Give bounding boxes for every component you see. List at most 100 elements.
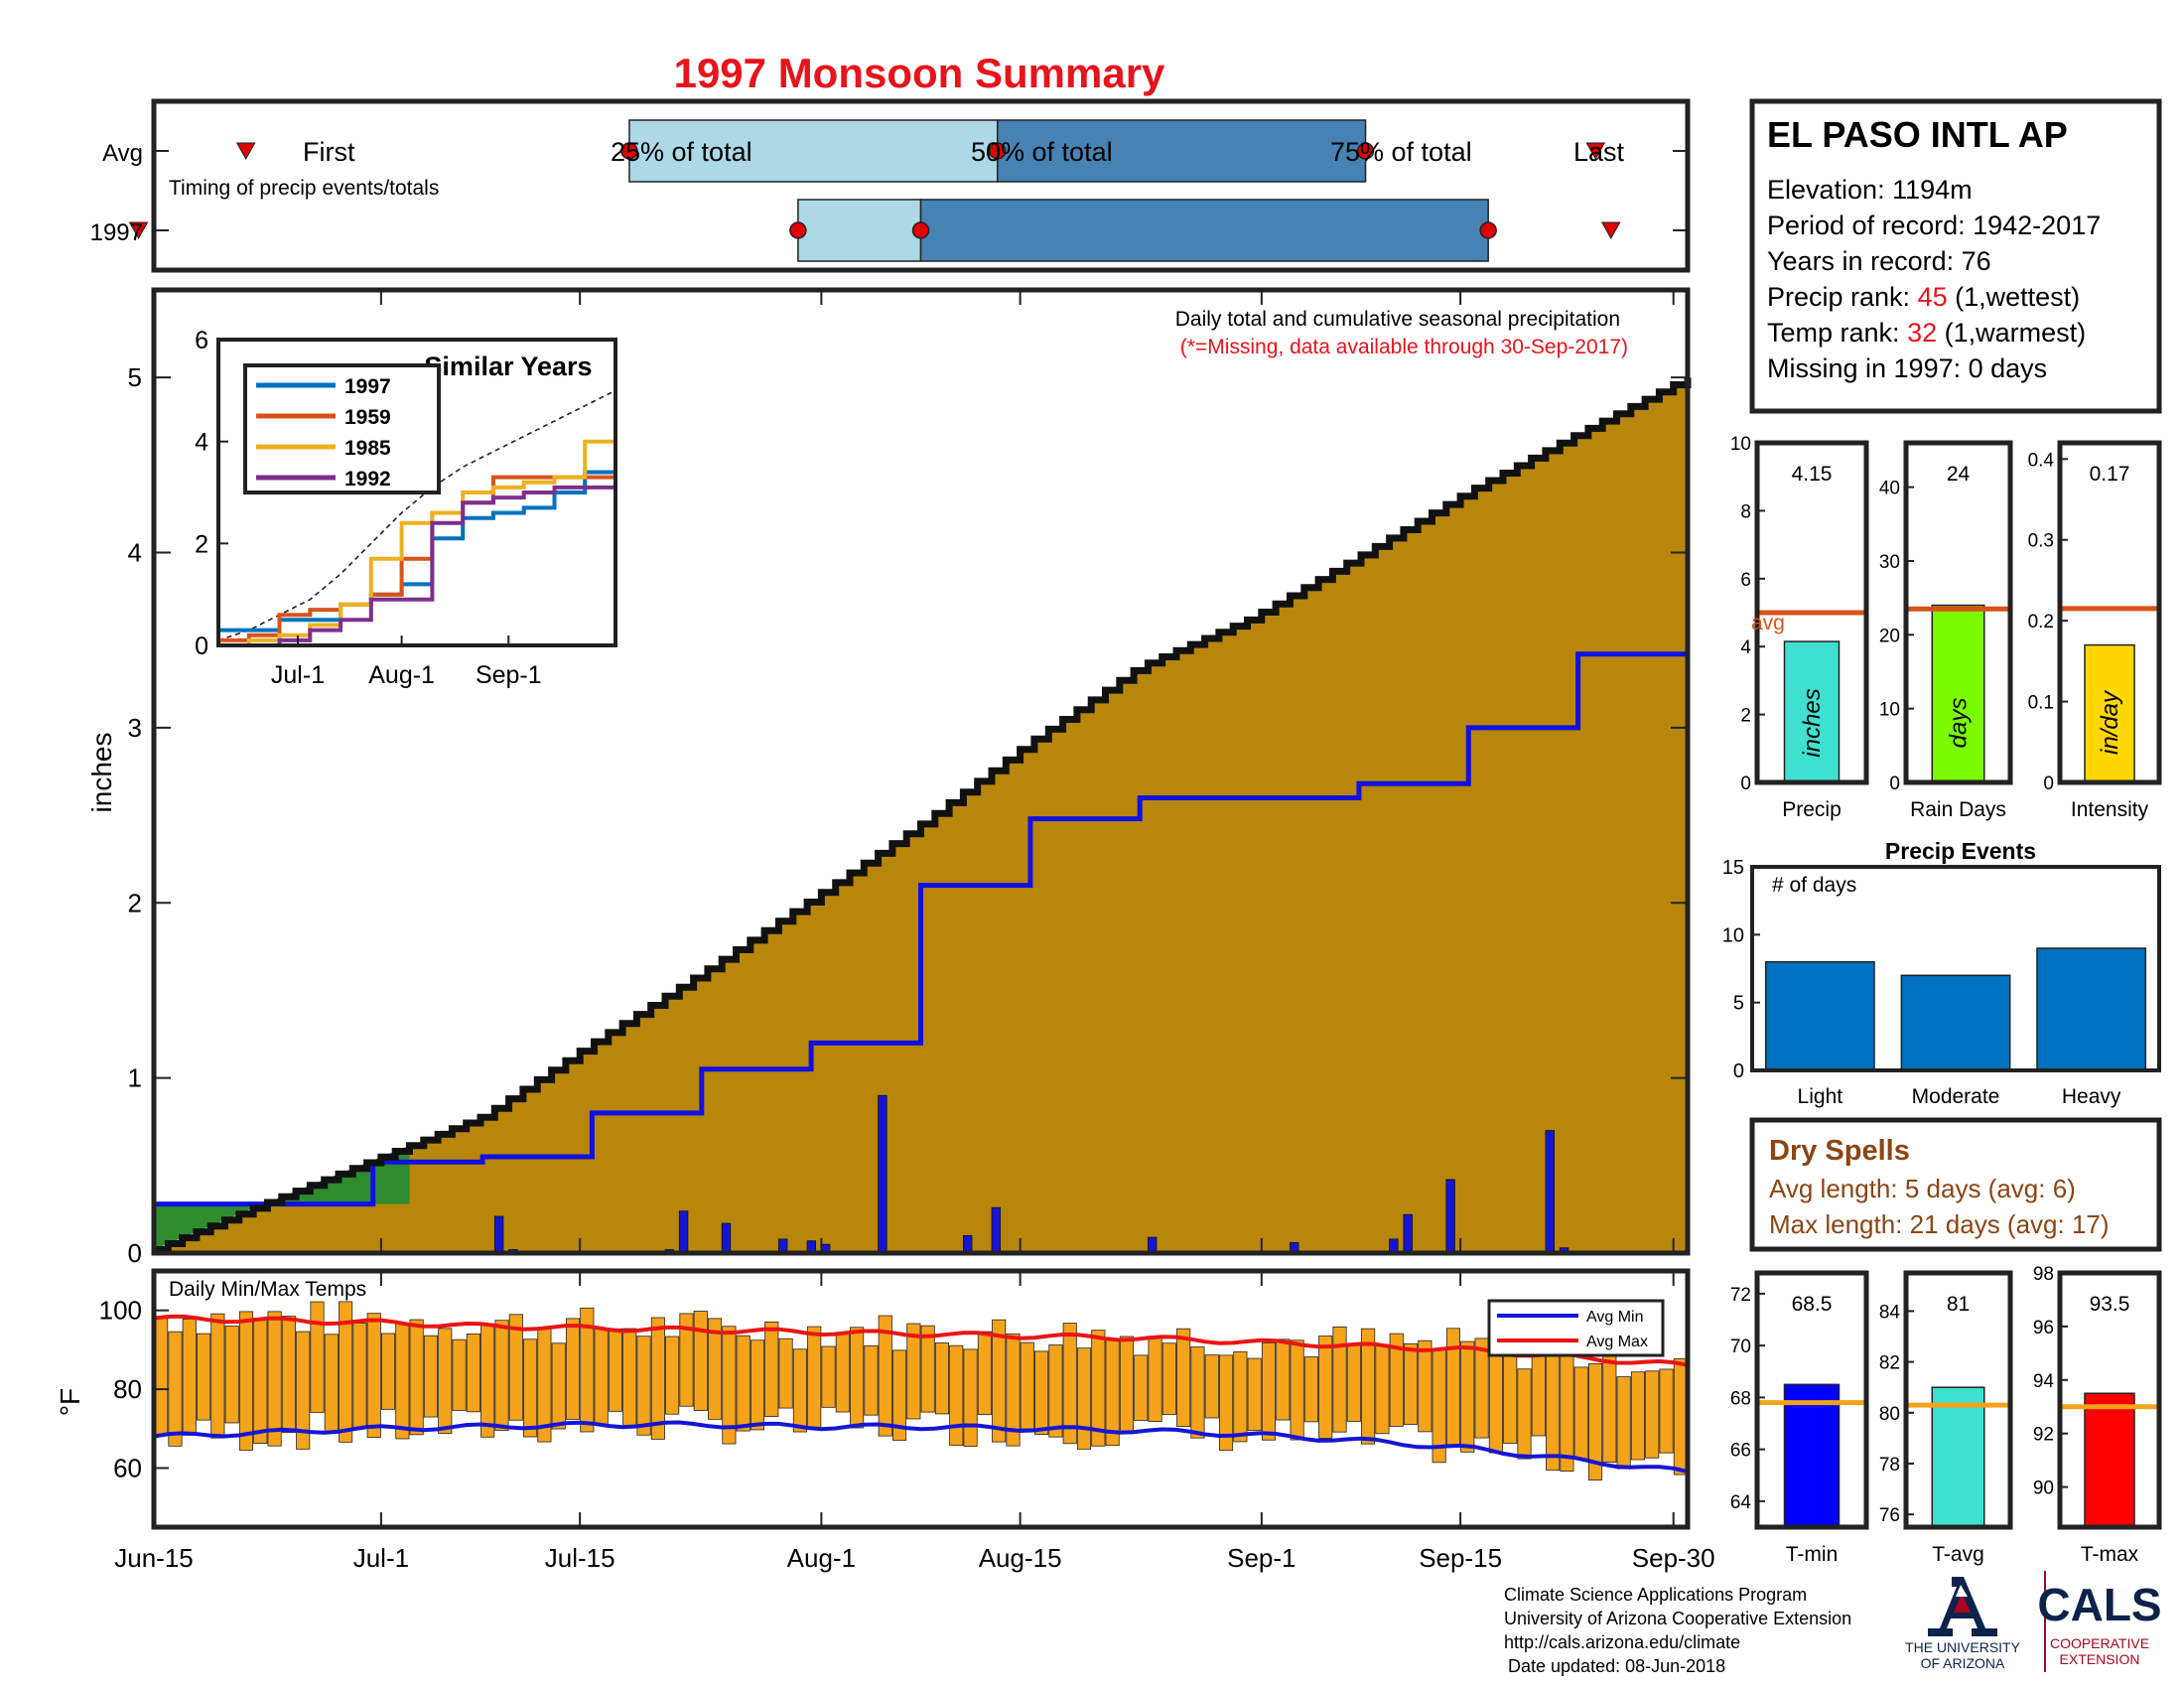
precip-stat-value: 4.15 — [1792, 463, 1833, 486]
avg-min-line — [153, 1420, 1689, 1474]
rain-days-stat-bar — [1931, 604, 1985, 783]
daily-temp-bar — [1389, 1333, 1404, 1427]
intensity-stat-value: 0.17 — [2090, 463, 2130, 486]
daily-precip-bar — [1445, 1179, 1455, 1254]
inset-x-tick-label: Jul-1 — [271, 661, 325, 689]
events-category-label: Heavy — [2062, 1085, 2121, 1108]
daily-temp-bar — [821, 1345, 836, 1408]
daily-temp-bar — [1460, 1340, 1475, 1453]
daily-precip-bar — [721, 1222, 732, 1254]
daily-temp-bar — [224, 1326, 239, 1424]
daily-temp-bar — [708, 1318, 723, 1420]
precip-stat-y-tick-label: 10 — [1730, 434, 1751, 455]
daily-temp-bar — [253, 1318, 268, 1445]
precip-stat-y-tick-label: 2 — [1740, 706, 1751, 727]
precip-stat-y-tick-label: 6 — [1740, 570, 1751, 591]
daily-temp-bar — [1361, 1328, 1376, 1445]
daily-precip-bar — [678, 1210, 689, 1254]
daily-temp-bar — [551, 1342, 566, 1430]
inset-legend-label: 1985 — [344, 437, 391, 460]
daily-temp-bar — [565, 1318, 581, 1420]
daily-temp-bar — [466, 1333, 480, 1413]
avg-max-line — [153, 1314, 1689, 1367]
daily-temp-bar — [1573, 1366, 1588, 1460]
station-info: EL PASO INTL AP Elevation: 1194m Period … — [1749, 98, 2162, 414]
daily-temp-bar — [792, 1348, 807, 1433]
event-bar-moderate — [1900, 974, 2011, 1071]
temp-panel-label: Daily Min/Max Temps — [169, 1278, 366, 1301]
cals-line-2: EXTENSION — [2060, 1651, 2140, 1667]
daily-temp-bar — [1204, 1354, 1219, 1419]
dry-spells-panel: Dry Spells Avg length: 5 days (avg: 6) M… — [1749, 1117, 2162, 1252]
daily-temp-bar — [1276, 1338, 1291, 1421]
daily-temp-bar — [992, 1319, 1007, 1443]
tmin-stat-y-tick-label: 66 — [1730, 1441, 1751, 1462]
events-y-tick-label: 5 — [1733, 993, 1744, 1015]
date-axis: Jun-15 Jul-1 Jul-15 Aug-1 Aug-15 Sep-1 Sep-15 S… — [114, 290, 1715, 1573]
inset-x-tick-label: Sep-1 — [476, 661, 542, 689]
precip-y-tick-label: 4 — [128, 538, 142, 568]
daily-temp-bar — [636, 1336, 651, 1436]
daily-temp-bar — [1346, 1344, 1361, 1422]
daily-temp-bar — [891, 1349, 907, 1441]
inset-y-tick-label: 0 — [195, 633, 208, 660]
daily-temp-bar — [168, 1331, 183, 1447]
tmin-stat-y-tick-label: 68 — [1730, 1388, 1751, 1409]
daily-temp-bar — [778, 1337, 793, 1409]
station-name: EL PASO INTL AP — [1767, 114, 2068, 155]
daily-temp-bar — [1375, 1343, 1390, 1435]
daily-temp-bar — [423, 1335, 439, 1418]
year-q75-marker — [1479, 221, 1497, 239]
daily-temp-bar — [1034, 1350, 1049, 1435]
timing-note: Timing of precip events/totals — [169, 177, 439, 200]
inset-average-line — [217, 389, 616, 641]
tmin-stat-chart: 68.5 T-min 64 66 68 70 72 — [1730, 1270, 1869, 1566]
inset-x-tick-label: Aug-1 — [368, 661, 435, 689]
date-tick-label: Jul-1 — [353, 1543, 409, 1573]
tmax-stat-y-tick-label: 96 — [2033, 1318, 2054, 1338]
tmax-stat-chart: 93.5 T-max 90 92 94 96 98 — [2033, 1264, 2162, 1566]
daily-temp-bar — [438, 1328, 453, 1434]
daily-temp-bar — [679, 1313, 694, 1407]
year-last-marker — [1600, 221, 1621, 240]
daily-temp-bar — [878, 1315, 892, 1437]
tavg-stat-bar — [1931, 1386, 1985, 1528]
daily-precip-bar — [493, 1215, 504, 1254]
date-tick-label: Sep-15 — [1419, 1543, 1502, 1573]
daily-temp-bar — [1531, 1352, 1546, 1437]
station-years: Years in record: 76 — [1767, 246, 1991, 276]
daily-temp-bar — [281, 1316, 296, 1433]
events-category-label: Light — [1798, 1085, 1843, 1108]
avg-q50-q75-box — [997, 119, 1367, 183]
daily-temp-bar — [608, 1328, 622, 1412]
precip-y-tick-label: 2 — [128, 888, 142, 917]
inset-series-1959 — [218, 475, 615, 642]
footer-line-3: http://cals.arizona.edu/climate — [1504, 1632, 1740, 1652]
tmax-stat-frame — [2057, 1270, 2162, 1530]
daily-temp-bar — [409, 1319, 424, 1436]
daily-temp-bar — [1048, 1344, 1063, 1438]
year-q25-q50-box — [797, 199, 922, 262]
daily-temp-bar — [594, 1328, 609, 1426]
daily-temp-bar — [1076, 1347, 1092, 1450]
daily-temp-bar — [296, 1331, 311, 1450]
inset-y-tick-label: 2 — [195, 530, 208, 558]
timing-panel: Avg 1997 Timing of precip events/totals … — [90, 98, 1691, 273]
temp-y-axis: 60 80 100 — [99, 1296, 169, 1482]
tavg-stat-y-tick-label: 78 — [1879, 1455, 1900, 1476]
temp-y-label: °F — [55, 1388, 85, 1416]
intensity-stat-y-tick-label: 0.3 — [2028, 531, 2054, 552]
daily-temp-bar — [1261, 1341, 1277, 1441]
daily-temp-bar — [764, 1321, 779, 1417]
date-tick-label: Aug-1 — [787, 1543, 856, 1573]
legend-max-label: Avg Max — [1586, 1334, 1648, 1350]
daily-temp-bar — [736, 1335, 751, 1432]
tavg-stat-value: 81 — [1947, 1293, 1970, 1316]
daily-temp-bar — [835, 1332, 850, 1413]
tmax-stat-value: 93.5 — [2090, 1293, 2130, 1316]
station-period: Period of record: 1942-2017 — [1767, 211, 2101, 240]
tavg-stat-chart: 81 T-avg 76 78 80 82 84 — [1879, 1270, 2013, 1566]
event-bar-light — [1764, 960, 1875, 1071]
